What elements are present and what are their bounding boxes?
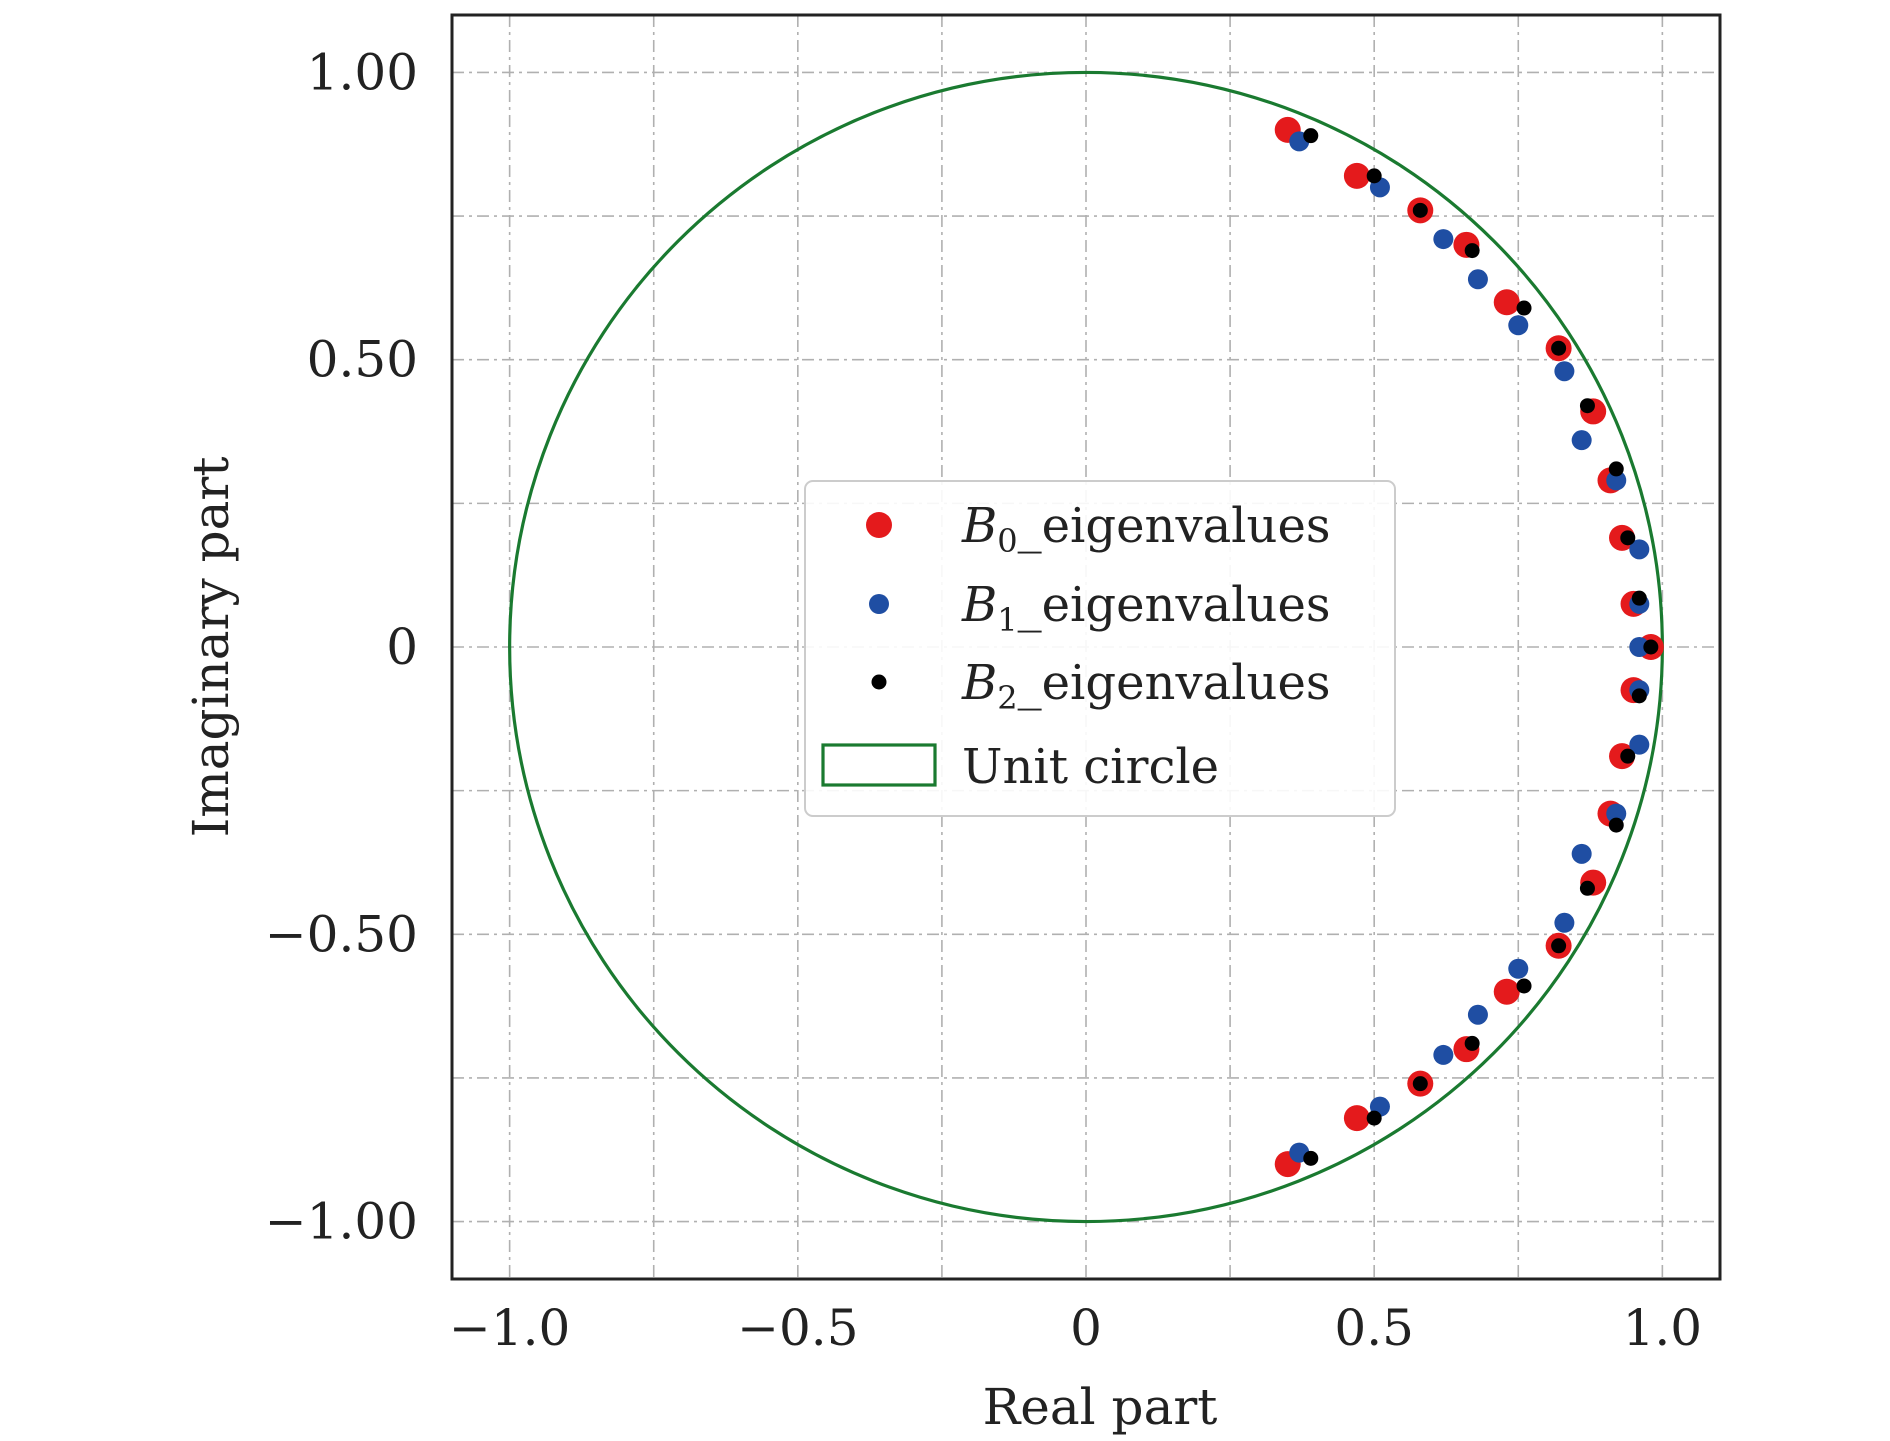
y-tick-label: 0.50 xyxy=(307,331,418,389)
point-b1-eigenvalues xyxy=(1554,361,1575,382)
x-tick-label: −0.5 xyxy=(737,1299,858,1357)
point-b2-eigenvalues xyxy=(1303,128,1319,144)
x-tick-label: 0 xyxy=(1070,1299,1102,1357)
point-b2-eigenvalues xyxy=(1516,300,1532,316)
plot-frame xyxy=(450,13,1722,1281)
point-b2-eigenvalues xyxy=(1303,1150,1319,1166)
point-b1-eigenvalues xyxy=(1554,912,1575,933)
point-b0-eigenvalues xyxy=(1343,162,1370,189)
point-b2-eigenvalues xyxy=(1551,340,1567,356)
point-b1-eigenvalues xyxy=(1606,470,1627,491)
y-axis-label: Imaginary part xyxy=(182,457,240,838)
point-b2-eigenvalues xyxy=(1551,938,1567,954)
point-b2-eigenvalues xyxy=(1608,461,1624,477)
x-axis-label: Real part xyxy=(983,1378,1218,1436)
point-b0-eigenvalues xyxy=(1493,978,1520,1005)
point-b1-eigenvalues xyxy=(1629,539,1650,560)
legend-label: B0_eigenvalues xyxy=(961,498,1330,560)
legend-circle-swatch xyxy=(821,743,937,787)
legend-label: B2_eigenvalues xyxy=(961,655,1330,717)
legend-box xyxy=(804,480,1396,817)
point-b1-eigenvalues xyxy=(1433,1044,1454,1065)
y-tick-label: −0.50 xyxy=(265,905,418,963)
point-b2-eigenvalues xyxy=(1608,817,1624,833)
point-b2-eigenvalues xyxy=(1631,688,1647,704)
point-b2-eigenvalues xyxy=(1366,1110,1382,1126)
data-points xyxy=(1274,116,1664,1178)
legend-label: Unit circle xyxy=(962,739,1219,795)
point-b1-eigenvalues xyxy=(1571,843,1592,864)
point-b2-eigenvalues xyxy=(1412,202,1428,218)
point-b1-eigenvalues xyxy=(1629,637,1650,657)
point-b2-eigenvalues xyxy=(1366,168,1382,184)
x-tick-label: 1.0 xyxy=(1623,1299,1703,1357)
legend-label: B1_eigenvalues xyxy=(961,577,1330,639)
point-b2-eigenvalues xyxy=(1643,639,1659,655)
point-b2-eigenvalues xyxy=(1579,880,1595,896)
point-b2-eigenvalues xyxy=(1464,1035,1480,1051)
point-b1-eigenvalues xyxy=(1629,734,1650,755)
point-b2-eigenvalues xyxy=(1620,530,1636,546)
point-b1-eigenvalues xyxy=(1467,269,1488,290)
y-tick-labels: 1.00 0.50 0 −0.50 −1.00 xyxy=(265,43,418,1250)
point-b0-eigenvalues xyxy=(1493,289,1520,316)
point-b1-eigenvalues xyxy=(1508,315,1529,336)
point-b2-eigenvalues xyxy=(1579,398,1595,414)
point-b2-eigenvalues xyxy=(1516,978,1532,994)
legend-marker xyxy=(869,594,889,614)
point-b1-eigenvalues xyxy=(1467,1004,1488,1025)
point-b0-eigenvalues xyxy=(1343,1105,1370,1132)
y-tick-label: 0 xyxy=(386,618,418,676)
point-b2-eigenvalues xyxy=(1412,1076,1428,1092)
legend-marker xyxy=(866,512,892,538)
y-tick-label: 1.00 xyxy=(307,43,418,101)
legend-marker xyxy=(871,674,887,690)
y-tick-label: −1.00 xyxy=(265,1193,418,1251)
legend: B0_eigenvalues B1_eigenvalues B2_eigenvalu… xyxy=(804,480,1396,817)
point-b2-eigenvalues xyxy=(1631,590,1647,606)
x-tick-label: −1.0 xyxy=(449,1299,570,1357)
point-b2-eigenvalues xyxy=(1620,748,1636,764)
point-b1-eigenvalues xyxy=(1571,430,1592,451)
x-tick-labels: −1.0 −0.5 0 0.5 1.0 xyxy=(449,1299,1702,1357)
point-b1-eigenvalues xyxy=(1433,229,1454,250)
point-b1-eigenvalues xyxy=(1508,958,1529,979)
point-b2-eigenvalues xyxy=(1464,243,1480,259)
point-b1-eigenvalues xyxy=(1606,803,1627,824)
x-tick-label: 0.5 xyxy=(1334,1299,1414,1357)
